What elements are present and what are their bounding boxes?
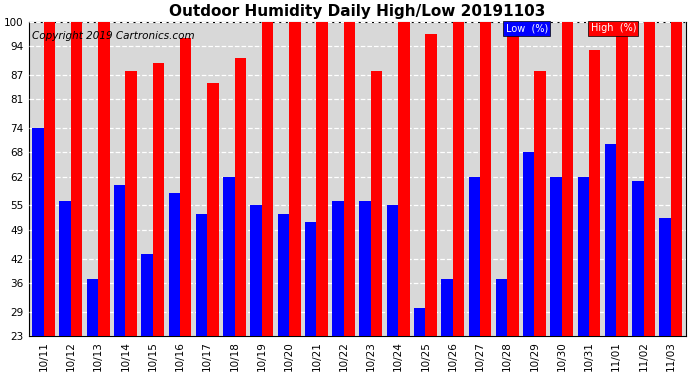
Bar [605,144,616,375]
Bar [332,201,344,375]
Bar [180,38,191,375]
Bar [71,22,82,375]
Bar [426,34,437,375]
Bar [523,152,535,375]
Bar [126,71,137,375]
Bar [168,193,180,375]
Bar [507,22,519,375]
Bar [660,218,671,375]
Bar [644,22,655,375]
Bar [32,128,43,375]
Bar [235,58,246,375]
Title: Outdoor Humidity Daily High/Low 20191103: Outdoor Humidity Daily High/Low 20191103 [169,4,545,19]
Bar [578,177,589,375]
Text: High  (%): High (%) [591,23,636,33]
Bar [386,206,398,375]
Bar [43,22,55,375]
Bar [152,63,164,375]
Bar [551,177,562,375]
Bar [98,22,110,375]
Bar [207,83,219,375]
Bar [262,22,273,375]
Bar [562,22,573,375]
Bar [277,214,289,375]
Text: Copyright 2019 Cartronics.com: Copyright 2019 Cartronics.com [32,31,195,41]
Bar [344,22,355,375]
Bar [535,71,546,375]
Bar [59,201,71,375]
Bar [371,71,382,375]
Bar [453,22,464,375]
Bar [316,22,328,375]
Bar [589,50,600,375]
Bar [223,177,235,375]
Bar [196,214,207,375]
Text: Low  (%): Low (%) [506,23,548,33]
Bar [632,181,644,375]
Bar [141,255,152,375]
Bar [480,22,491,375]
Bar [441,279,453,375]
Bar [87,279,98,375]
Bar [289,22,301,375]
Bar [414,308,426,375]
Bar [398,22,410,375]
Bar [305,222,316,375]
Bar [359,201,371,375]
Bar [671,22,682,375]
Bar [469,177,480,375]
Bar [250,206,262,375]
Bar [496,279,507,375]
Bar [114,185,126,375]
Bar [616,22,628,375]
